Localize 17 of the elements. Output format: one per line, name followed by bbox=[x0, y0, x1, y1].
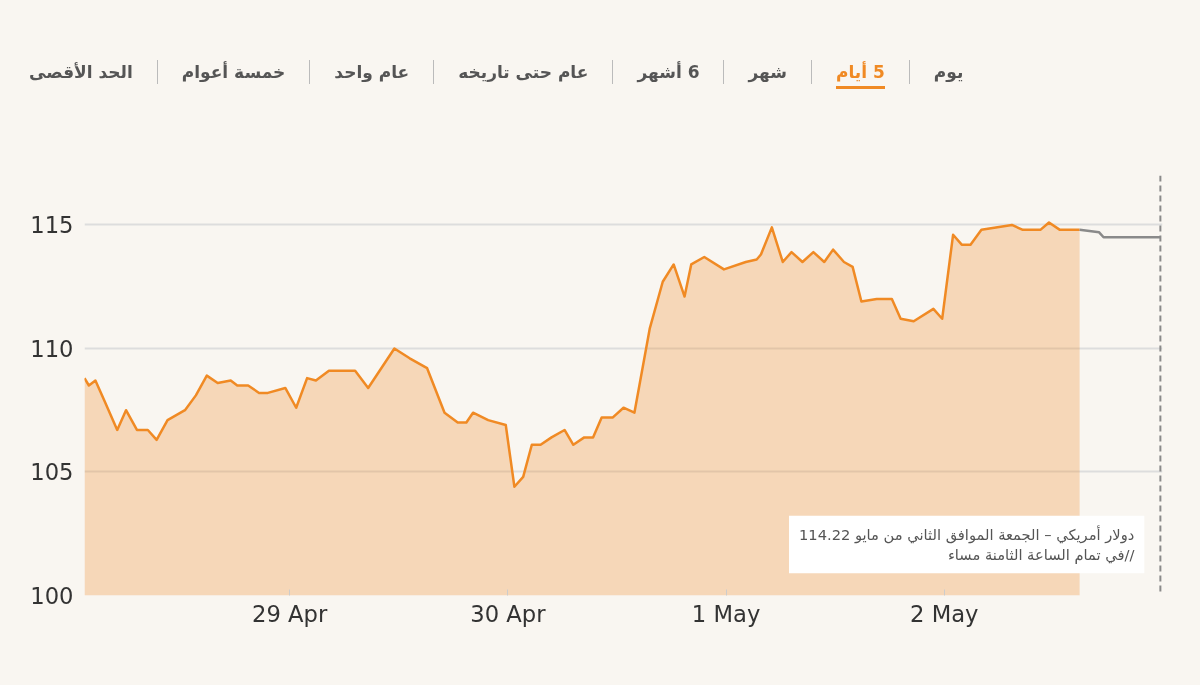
text: 5 أيام bbox=[836, 62, 885, 89]
y-tick-label: 110 bbox=[30, 335, 74, 362]
text: خمسة أعوام bbox=[181, 62, 286, 84]
text: 6 أشهر bbox=[637, 62, 700, 85]
text: يوم bbox=[933, 62, 964, 84]
x-tick-label: 29 Apr bbox=[252, 600, 328, 627]
x-tick-label: 2 May bbox=[910, 600, 979, 627]
text: عام واحد bbox=[334, 62, 410, 84]
y-tick-label: 105 bbox=[30, 459, 74, 486]
text: الحد الأقصى bbox=[29, 62, 133, 84]
annotation: 114.22 دولار أمريكي – الجمعة الموافق الثاني من مايو في تمام الساعة الثامنة مساء// bbox=[799, 524, 1135, 565]
text: عام حتى تاريخه bbox=[458, 62, 589, 84]
x-tick-label: 1 May bbox=[691, 600, 761, 627]
x-tick-label: 30 Apr bbox=[470, 600, 547, 627]
text: شهر bbox=[748, 62, 787, 85]
y-tick-label: 115 bbox=[30, 212, 74, 239]
y-tick-label: 100 bbox=[30, 583, 74, 609]
